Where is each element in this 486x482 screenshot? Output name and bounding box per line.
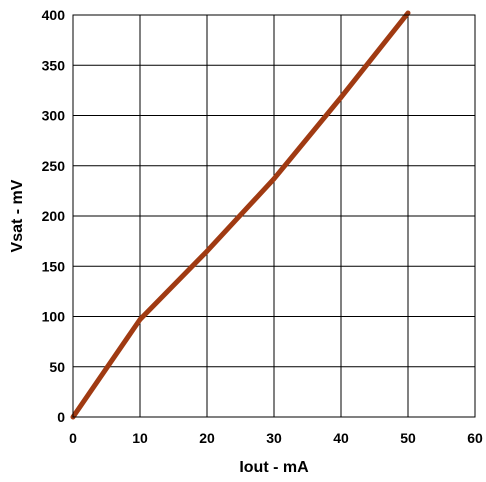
x-tick-labels: 0 10 20 30 40 50 60 — [69, 430, 483, 446]
y-tick-label: 150 — [42, 258, 66, 274]
x-tick-label: 50 — [400, 430, 416, 446]
y-tick-label: 300 — [42, 108, 66, 124]
y-tick-label: 400 — [42, 7, 66, 23]
y-tick-labels: 0 50 100 150 200 250 300 350 400 — [42, 7, 66, 425]
y-tick-label: 0 — [57, 409, 65, 425]
y-axis-label: Vsat - mV — [9, 179, 26, 252]
x-axis-label: Iout - mA — [239, 459, 309, 476]
x-tick-label: 30 — [266, 430, 282, 446]
y-tick-label: 100 — [42, 309, 66, 325]
series-layer — [70, 10, 411, 420]
x-tick-label: 0 — [69, 430, 77, 446]
y-tick-label: 250 — [42, 158, 66, 174]
series-line — [70, 10, 411, 420]
plot-frame — [72, 14, 476, 418]
x-tick-label: 40 — [333, 430, 349, 446]
x-tick-label: 60 — [467, 430, 483, 446]
y-tick-label: 50 — [49, 359, 65, 375]
x-tick-label: 20 — [199, 430, 215, 446]
y-tick-label: 200 — [42, 208, 66, 224]
x-tick-label: 10 — [132, 430, 148, 446]
y-tick-label: 350 — [42, 57, 66, 73]
